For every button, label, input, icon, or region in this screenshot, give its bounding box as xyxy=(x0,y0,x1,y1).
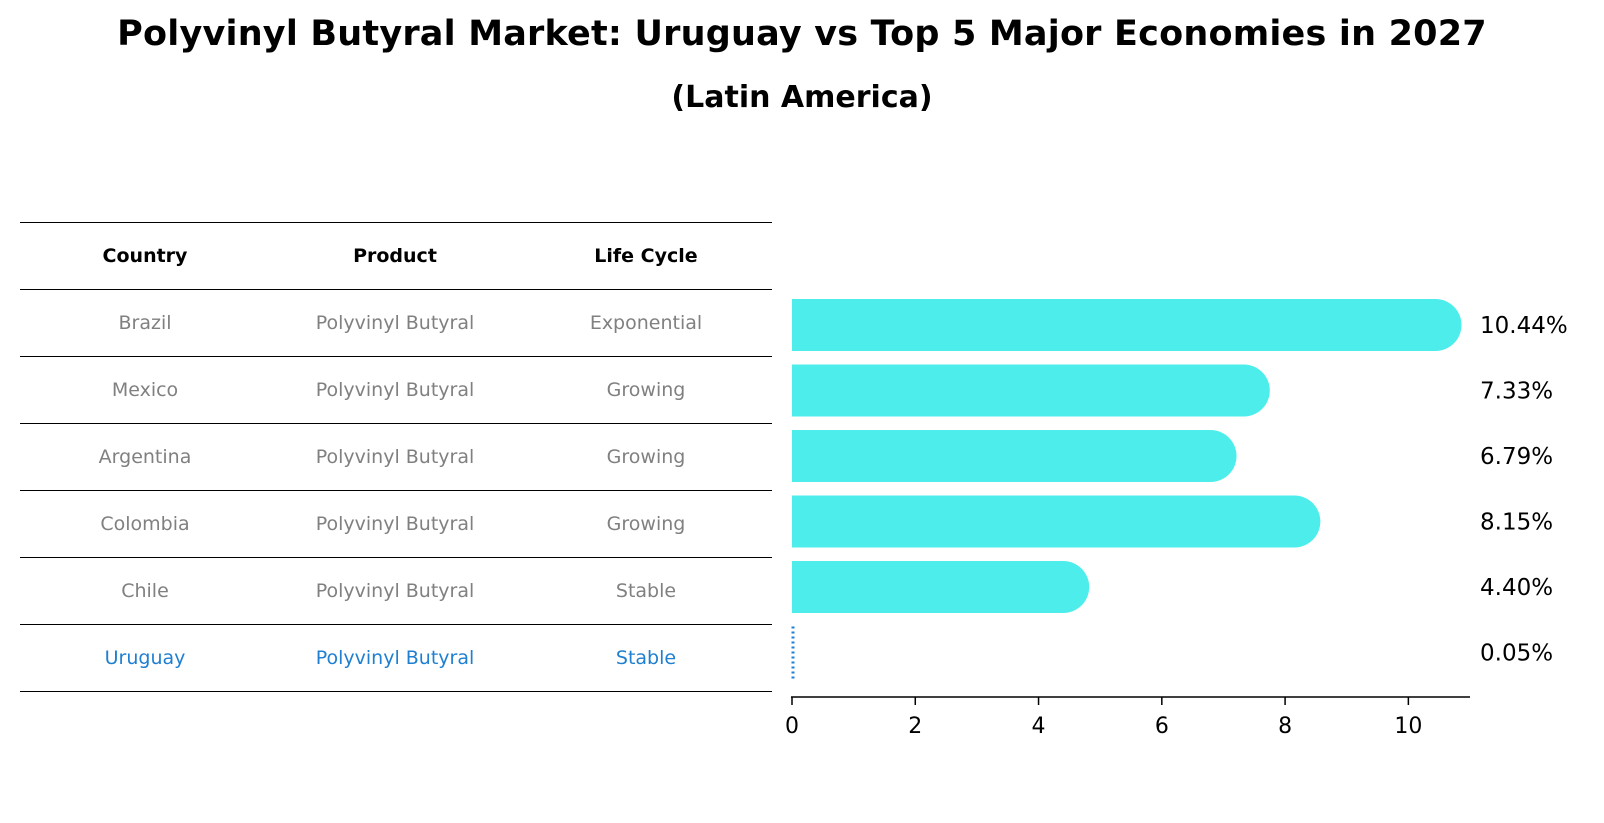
product-cell: Polyvinyl Butyral xyxy=(315,647,475,669)
x-tick-label: 6 xyxy=(1155,714,1169,739)
country-cell: Mexico xyxy=(111,379,179,401)
life-cycle-cell: Growing xyxy=(606,513,686,535)
value-label: 10.44% xyxy=(1480,313,1568,339)
country-cell: Brazil xyxy=(118,312,172,334)
value-label: 6.79% xyxy=(1480,444,1553,470)
table-row-highlighted: Uruguay Polyvinyl Butyral Stable xyxy=(20,625,772,692)
bar-brazil xyxy=(792,299,1462,351)
product-cell: Polyvinyl Butyral xyxy=(315,513,475,535)
header-product: Product xyxy=(353,245,437,267)
life-cycle-cell: Exponential xyxy=(589,312,703,334)
header-life-cycle: Life Cycle xyxy=(594,245,698,267)
table-row: Argentina Polyvinyl Butyral Growing xyxy=(20,424,772,491)
life-cycle-cell: Stable xyxy=(615,647,677,669)
product-cell: Polyvinyl Butyral xyxy=(315,312,475,334)
table-row: Colombia Polyvinyl Butyral Growing xyxy=(20,491,772,558)
table-header-row: Country Product Life Cycle xyxy=(20,222,772,290)
country-cell: Argentina xyxy=(98,446,192,468)
header-country: Country xyxy=(102,245,188,267)
value-label: 7.33% xyxy=(1480,379,1553,405)
x-tick-label: 4 xyxy=(1032,714,1046,739)
x-tick-label: 0 xyxy=(785,714,799,739)
bar-mexico xyxy=(792,364,1270,417)
life-cycle-cell: Growing xyxy=(606,379,686,401)
table-row: Chile Polyvinyl Butyral Stable xyxy=(20,558,772,625)
country-cell: Colombia xyxy=(100,513,190,535)
chart-subtitle: (Latin America) xyxy=(671,80,933,115)
x-tick-label: 2 xyxy=(908,714,922,739)
table-row: Mexico Polyvinyl Butyral Growing xyxy=(20,357,772,424)
country-table: Country Product Life Cycle Brazil Polyvi… xyxy=(20,222,772,692)
bar-argentina xyxy=(792,430,1237,482)
product-cell: Polyvinyl Butyral xyxy=(315,446,475,468)
country-cell: Uruguay xyxy=(104,647,186,669)
product-cell: Polyvinyl Butyral xyxy=(315,379,475,401)
life-cycle-cell: Growing xyxy=(606,446,686,468)
bar-colombia xyxy=(792,495,1321,548)
value-label: 4.40% xyxy=(1480,575,1553,601)
x-tick-label: 10 xyxy=(1394,714,1422,739)
value-label: 0.05% xyxy=(1480,641,1553,667)
table-row: Brazil Polyvinyl Butyral Exponential xyxy=(20,290,772,357)
life-cycle-cell: Stable xyxy=(615,580,677,602)
x-tick-label: 8 xyxy=(1278,714,1292,739)
product-cell: Polyvinyl Butyral xyxy=(315,580,475,602)
bar-chile xyxy=(792,561,1090,613)
country-cell: Chile xyxy=(121,580,169,602)
chart-title: Polyvinyl Butyral Market: Uruguay vs Top… xyxy=(117,14,1487,54)
value-label: 8.15% xyxy=(1480,510,1553,536)
